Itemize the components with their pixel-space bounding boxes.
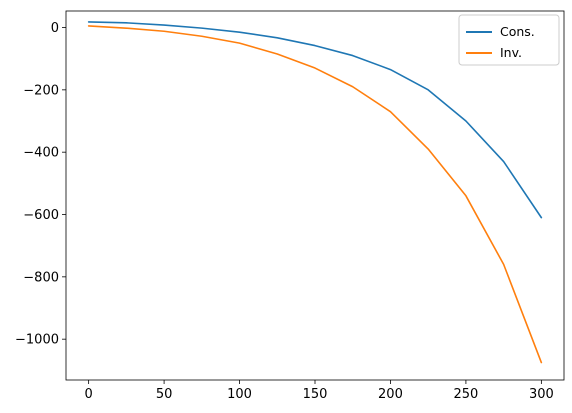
x-tick-label: 100 bbox=[227, 387, 252, 402]
y-tick-label: −1000 bbox=[15, 333, 59, 348]
legend-label-inv: Inv. bbox=[500, 45, 522, 60]
y-tick-label: 0 bbox=[51, 21, 59, 36]
x-tick-label: 0 bbox=[84, 387, 92, 402]
y-tick-label: −400 bbox=[23, 146, 59, 161]
series-line-cons bbox=[87, 21, 543, 219]
x-tick-label: 50 bbox=[156, 387, 173, 402]
x-axis-ticks: 0 50 100 150 200 250 300 bbox=[84, 380, 554, 402]
legend-label-cons: Cons. bbox=[500, 24, 535, 39]
x-tick-label: 200 bbox=[378, 387, 403, 402]
y-tick-label: −200 bbox=[23, 83, 59, 98]
y-tick-label: −600 bbox=[23, 208, 59, 223]
x-tick-label: 150 bbox=[303, 387, 328, 402]
series-lines bbox=[87, 21, 543, 364]
x-tick-label: 250 bbox=[453, 387, 478, 402]
series-line-inv bbox=[87, 25, 543, 364]
x-tick-label: 300 bbox=[529, 387, 554, 402]
y-axis-ticks: 0 −200 −400 −600 −800 −1000 bbox=[15, 21, 66, 348]
legend: Cons. Inv. bbox=[458, 14, 560, 66]
y-tick-label: −800 bbox=[23, 270, 59, 285]
plot-area-frame bbox=[65, 10, 565, 381]
